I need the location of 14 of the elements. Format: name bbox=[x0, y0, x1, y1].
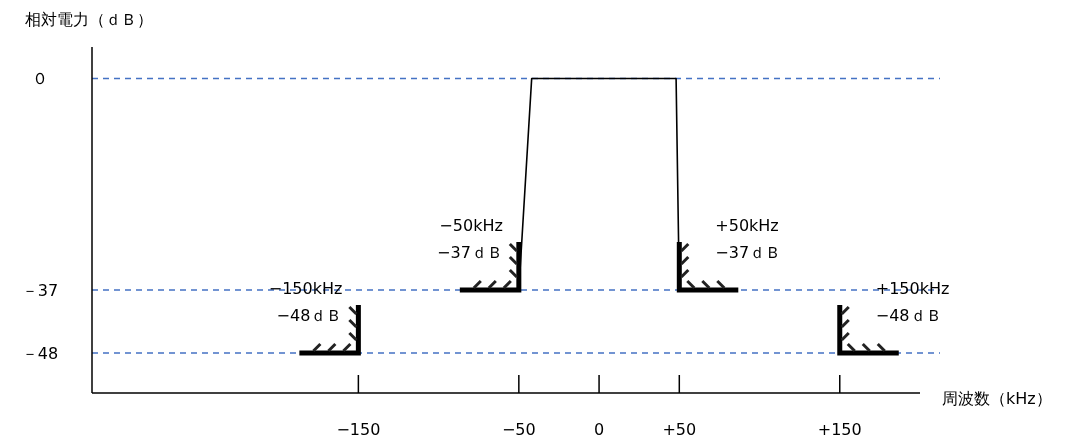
annotation: +50kHz −37ｄＢ bbox=[715, 216, 782, 263]
x-tick-label: −50 bbox=[501, 420, 536, 439]
x-tick-label: +50 bbox=[662, 420, 697, 439]
y-tick-label: ０ bbox=[32, 69, 48, 89]
x-tick-label: 0 bbox=[593, 420, 605, 439]
y-tick-label: －48 bbox=[21, 343, 59, 363]
x-tick-label: +150 bbox=[817, 420, 862, 439]
x-tick-label: −150 bbox=[336, 420, 381, 439]
y-axis-title: 相対電力（ｄＢ） bbox=[25, 10, 153, 29]
x-axis-title: 周波数（kHz） bbox=[942, 389, 1052, 408]
annotation: −150kHz −48ｄＢ bbox=[268, 278, 343, 325]
annotation: −50kHz −37ｄＢ bbox=[437, 216, 503, 263]
y-tick-label: －37 bbox=[21, 281, 59, 301]
annotation: +150kHz −48ｄＢ bbox=[875, 278, 950, 325]
